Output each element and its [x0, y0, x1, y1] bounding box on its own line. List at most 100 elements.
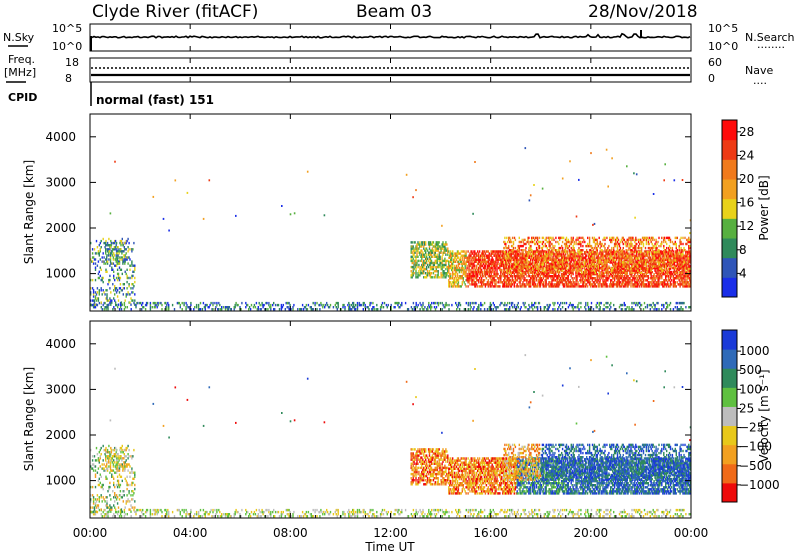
power-cell [441, 255, 443, 258]
power-cell [530, 281, 532, 284]
power-cell [111, 299, 113, 302]
power-cell [681, 279, 683, 282]
power-cell [554, 268, 556, 272]
power-cell [522, 301, 524, 305]
power-cell [558, 236, 560, 240]
power-cell [638, 281, 641, 284]
power-cell [467, 275, 469, 278]
power-cell [568, 265, 571, 268]
power-cell [505, 285, 507, 288]
power-cell [185, 306, 187, 309]
power-cell [520, 279, 522, 282]
power-cell [523, 253, 525, 256]
power-cell [94, 297, 97, 300]
power-cell [525, 272, 527, 276]
power-cell [97, 252, 100, 255]
power-cell [539, 283, 542, 286]
power-cell [555, 264, 557, 268]
power-cell [557, 301, 559, 305]
power-cell [501, 262, 503, 266]
power-cell [585, 264, 588, 268]
power-cell [105, 258, 107, 261]
power-cell [562, 277, 565, 280]
power-cell [448, 266, 450, 270]
power-cell [98, 301, 101, 305]
power-cell [549, 246, 551, 250]
power-cell [677, 275, 679, 278]
power-cell [90, 258, 92, 261]
power-cell [532, 281, 534, 284]
power-cell [573, 264, 575, 268]
power-cell [645, 260, 648, 263]
power-cell [612, 260, 615, 263]
power-cell [643, 301, 646, 305]
power-cell [530, 271, 532, 274]
power-cell [680, 275, 682, 278]
power-cell [560, 281, 563, 284]
power-cell [411, 245, 413, 248]
power-cell [534, 257, 536, 260]
power-cell [574, 285, 576, 288]
power-cell [543, 264, 545, 268]
power-cell [509, 240, 512, 244]
power-cell [567, 259, 570, 262]
power-cell [410, 265, 412, 269]
power-cell [572, 281, 574, 284]
power-cell [536, 272, 539, 276]
power-cell [518, 277, 520, 280]
power-cell [585, 275, 587, 278]
power-cell [467, 301, 469, 305]
power-cell [512, 250, 515, 253]
power-cell [669, 270, 672, 274]
power-cell [218, 308, 220, 311]
power-cell [109, 254, 112, 257]
power-cell [601, 283, 603, 286]
power-cell [106, 270, 108, 273]
power-cell [449, 281, 451, 284]
power-cell [660, 281, 662, 284]
power-cell [548, 267, 550, 270]
power-cell [445, 261, 447, 265]
power-cell [613, 279, 616, 282]
power-cell [524, 258, 526, 261]
power-cell [496, 270, 498, 274]
power-cell [467, 260, 469, 263]
power-cell [558, 269, 560, 272]
power-cell [478, 254, 480, 257]
power-cell [603, 303, 605, 307]
power-cell [476, 258, 478, 261]
power-cell [439, 263, 441, 267]
power-cell [368, 308, 370, 311]
power-cell [490, 279, 492, 282]
power-cell [647, 285, 649, 288]
power-cell [648, 283, 650, 286]
power-cell [154, 306, 156, 309]
power-cell [447, 247, 449, 250]
power-cell [479, 272, 482, 276]
power-cell [510, 262, 513, 266]
power-cell [437, 255, 439, 258]
power-cell [623, 250, 625, 253]
power-cell [657, 264, 659, 268]
power-cell [672, 254, 675, 257]
power-cell [525, 268, 527, 272]
power-cell [675, 264, 677, 268]
power-cell [222, 306, 225, 309]
power-cell [583, 275, 585, 278]
power-cell [634, 281, 636, 284]
power-cell [562, 257, 565, 260]
power-cell [516, 270, 518, 274]
power-cell [681, 281, 683, 284]
power-cell [548, 272, 550, 276]
power-cell [450, 250, 452, 253]
power-cell [640, 279, 643, 282]
power-cell [598, 303, 600, 307]
power-cell [152, 301, 154, 305]
power-cell [510, 283, 513, 286]
power-cell [310, 308, 312, 311]
power-cell [113, 270, 115, 273]
power-cell [168, 303, 170, 307]
power-cell [146, 301, 149, 305]
power-cell [414, 263, 416, 267]
